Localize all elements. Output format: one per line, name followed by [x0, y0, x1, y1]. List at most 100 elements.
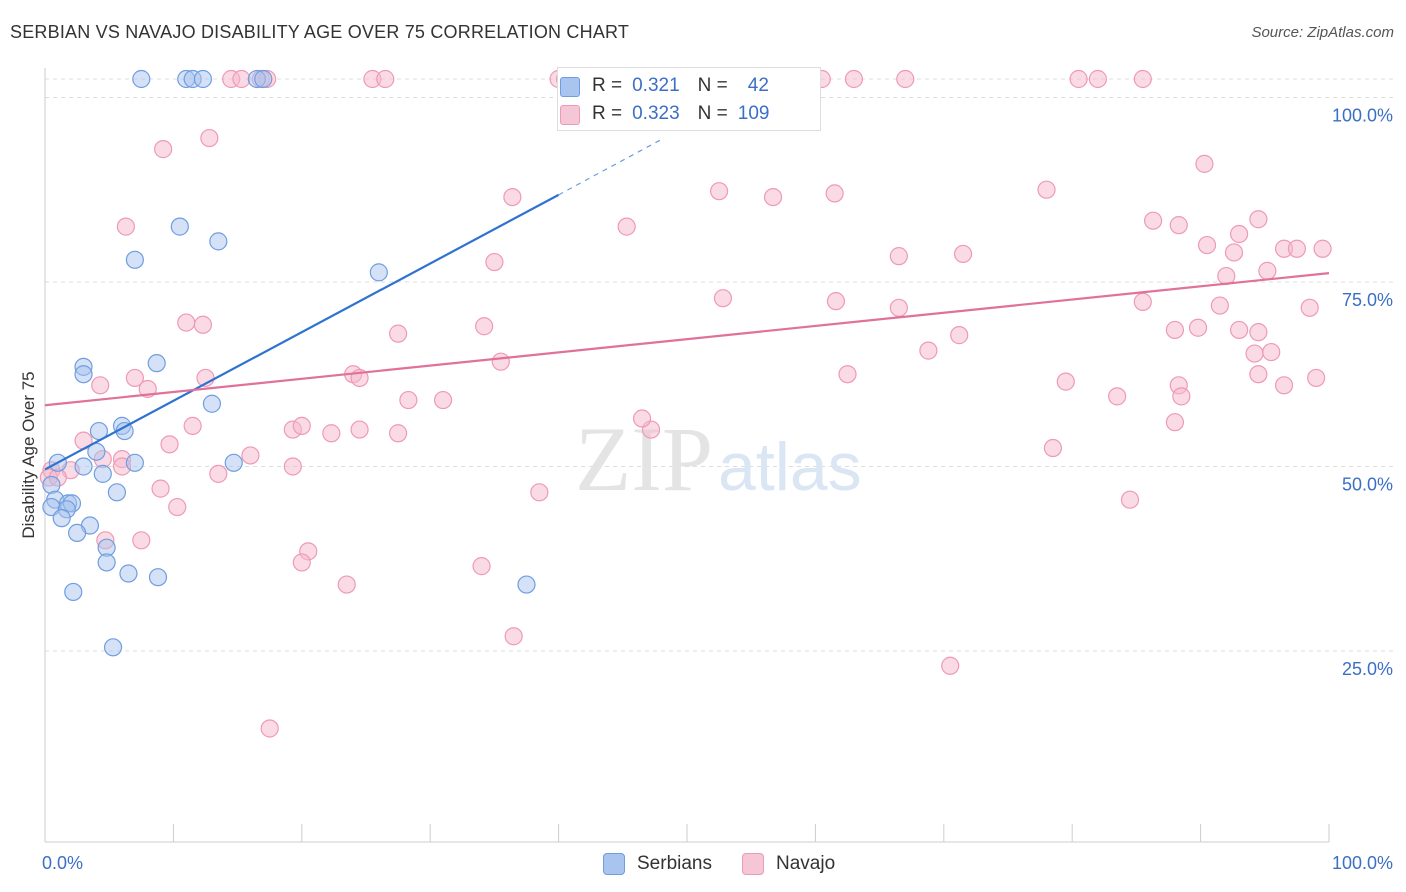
serbians-point: [67, 523, 87, 543]
navajo-point: [472, 557, 491, 576]
navajo-point: [941, 656, 960, 675]
navajo-point: [399, 390, 418, 410]
navajo-point: [1249, 323, 1268, 342]
serbians-point: [52, 509, 71, 528]
y-tick-label: 25.0%: [1342, 659, 1393, 679]
navajo-point: [376, 69, 395, 89]
navajo-point: [1307, 368, 1326, 388]
y-axis-title: Disability Age Over 75: [19, 371, 38, 538]
serbians-swatch: [560, 77, 580, 97]
serbians-point: [125, 250, 144, 269]
navajo-point: [168, 497, 187, 517]
x-tick-label: 0.0%: [42, 853, 83, 873]
n-label: N =: [697, 103, 728, 124]
navajo-trend-line: [44, 272, 1330, 407]
navajo-point: [1037, 180, 1056, 199]
navajo-point: [1313, 239, 1332, 258]
navajo-point: [1133, 69, 1152, 89]
stats-legend-row-serbians: R = 0.321 N = 42: [560, 73, 769, 99]
navajo-point: [116, 217, 135, 236]
navajo-point: [713, 289, 733, 308]
navajo-point: [209, 464, 228, 483]
navajo-point: [1165, 413, 1185, 432]
navajo-point: [193, 315, 213, 334]
navajo-point: [91, 376, 110, 395]
serbians-point: [209, 232, 228, 251]
navajo-point: [503, 187, 522, 207]
navajo-point: [485, 252, 504, 272]
navajo-point: [919, 341, 938, 360]
navajo-point: [260, 719, 279, 738]
navajo-point: [889, 247, 908, 266]
n-value: 109: [737, 103, 770, 124]
navajo-point: [1108, 387, 1127, 406]
watermark: ZIP atlas: [575, 408, 862, 510]
navajo-point: [1169, 216, 1188, 235]
navajo-point: [826, 292, 846, 311]
navajo-point: [1287, 239, 1307, 258]
navajo-point: [491, 352, 510, 371]
serbians-point: [517, 575, 536, 594]
navajo-point: [953, 244, 973, 264]
navajo-point: [896, 69, 915, 89]
navajo-point: [530, 483, 549, 502]
navajo-point: [1230, 224, 1249, 244]
navajo-point: [1188, 318, 1208, 337]
navajo-point: [1069, 69, 1088, 89]
navajo-point: [838, 365, 857, 384]
serbians-trend-extension: [558, 138, 662, 196]
legend-item-serbians[interactable]: Serbians: [603, 853, 712, 875]
serbians-point: [132, 69, 151, 89]
chart-title: SERBIAN VS NAVAJO DISABILITY AGE OVER 75…: [10, 22, 630, 42]
navajo-point: [1274, 376, 1294, 395]
legend-item-navajo[interactable]: Navajo: [742, 853, 835, 875]
navajo-point: [1224, 243, 1244, 262]
navajo-point: [1195, 154, 1214, 173]
navajo-point: [389, 324, 408, 343]
serbians-point: [74, 365, 93, 384]
navajo-point: [504, 627, 523, 646]
legend-label-serbians: Serbians: [637, 853, 712, 874]
trend-lines: [44, 138, 1330, 471]
y-tick-label: 75.0%: [1342, 290, 1393, 310]
navajo-point: [1249, 365, 1268, 384]
serbians-point: [193, 69, 213, 89]
watermark-atlas: atlas: [718, 429, 862, 505]
navajo-point: [322, 424, 341, 443]
navajo-swatch: [560, 105, 580, 125]
serbians-point: [74, 457, 93, 476]
navajo-point: [151, 479, 170, 498]
serbians-point: [170, 217, 189, 236]
y-tick-label: 50.0%: [1342, 474, 1393, 494]
serbians-point: [148, 568, 168, 587]
navajo-point: [132, 531, 151, 550]
serbians-point: [147, 354, 166, 373]
navajo-point: [125, 368, 144, 388]
navajo-point: [1143, 211, 1163, 230]
navajo-legend-swatch: [742, 853, 764, 875]
serbians-point: [107, 483, 127, 502]
navajo-point: [1249, 210, 1268, 229]
y-tick-label: 100.0%: [1332, 105, 1393, 125]
navajo-point: [433, 390, 453, 410]
navajo-point: [1230, 320, 1249, 340]
navajo-point: [1088, 69, 1107, 89]
serbians-point: [93, 464, 112, 483]
navajo-point: [709, 182, 729, 201]
navajo-point: [1133, 292, 1152, 311]
r-label: R =: [592, 103, 623, 124]
serbians-point: [202, 394, 222, 413]
navajo-point: [1165, 320, 1185, 340]
r-value: 0.323: [632, 103, 680, 124]
navajo-point: [241, 446, 260, 465]
navajo-point: [1043, 438, 1063, 458]
navajo-point: [232, 69, 251, 89]
navajo-point: [177, 313, 196, 332]
navajo-point: [1262, 342, 1281, 362]
navajo-point: [475, 317, 494, 336]
stats-legend: R = 0.321 N = 42 R = 0.323 N = 109: [557, 67, 821, 131]
navajo-point: [1300, 298, 1319, 317]
r-value: 0.321: [632, 75, 680, 96]
navajo-point: [844, 69, 864, 89]
navajo-point: [1258, 261, 1277, 280]
